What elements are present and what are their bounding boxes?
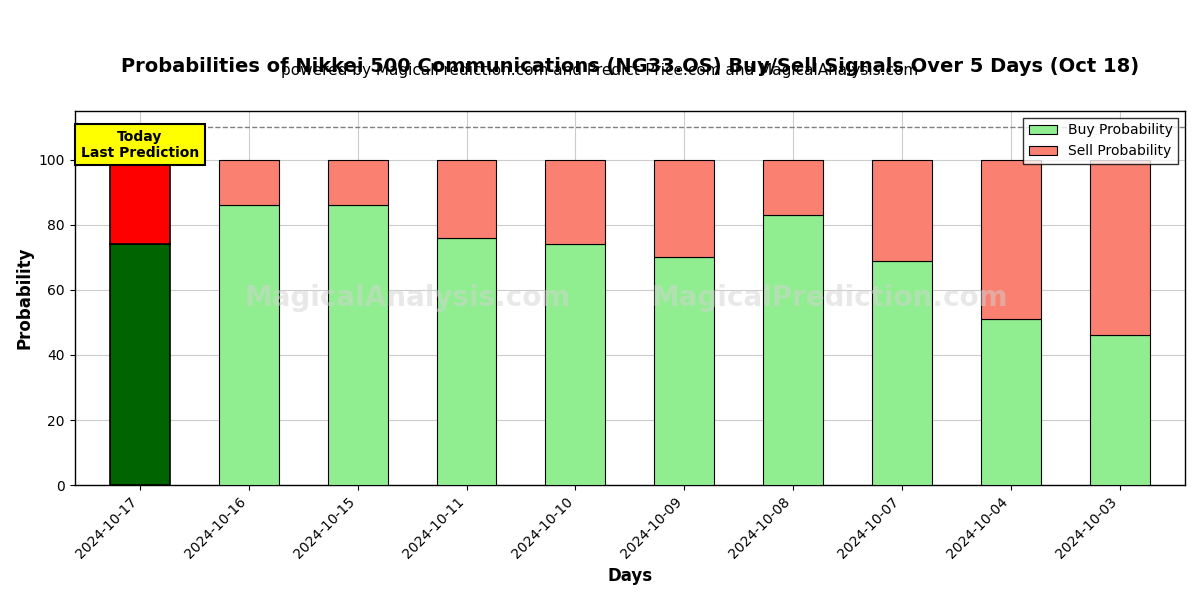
Text: MagicalPrediction.com: MagicalPrediction.com <box>652 284 1008 312</box>
Bar <box>437 160 497 238</box>
Bar <box>110 244 170 485</box>
Bar <box>328 160 388 205</box>
Bar <box>654 160 714 257</box>
X-axis label: Days: Days <box>607 567 653 585</box>
Bar <box>218 160 278 205</box>
Bar <box>546 160 605 244</box>
Bar <box>872 260 932 485</box>
Bar <box>328 205 388 485</box>
Bar <box>654 257 714 485</box>
Text: Today
Last Prediction: Today Last Prediction <box>80 130 199 160</box>
Bar <box>980 319 1040 485</box>
Bar <box>110 160 170 244</box>
Y-axis label: Probability: Probability <box>16 247 34 349</box>
Bar <box>872 160 932 260</box>
Title: Probabilities of Nikkei 500 Communications (NG33.OS) Buy/Sell Signals Over 5 Day: Probabilities of Nikkei 500 Communicatio… <box>121 57 1139 76</box>
Text: MagicalAnalysis.com: MagicalAnalysis.com <box>245 284 571 312</box>
Bar <box>218 205 278 485</box>
Bar <box>763 215 823 485</box>
Bar <box>437 238 497 485</box>
Bar <box>1090 160 1150 335</box>
Legend: Buy Probability, Sell Probability: Buy Probability, Sell Probability <box>1024 118 1178 164</box>
Bar <box>546 244 605 485</box>
Bar <box>980 160 1040 319</box>
Text: powered by MagicalPrediction.com and Predict-Price.com and MagicalAnalysis.com: powered by MagicalPrediction.com and Pre… <box>281 63 919 78</box>
Bar <box>763 160 823 215</box>
Bar <box>1090 335 1150 485</box>
